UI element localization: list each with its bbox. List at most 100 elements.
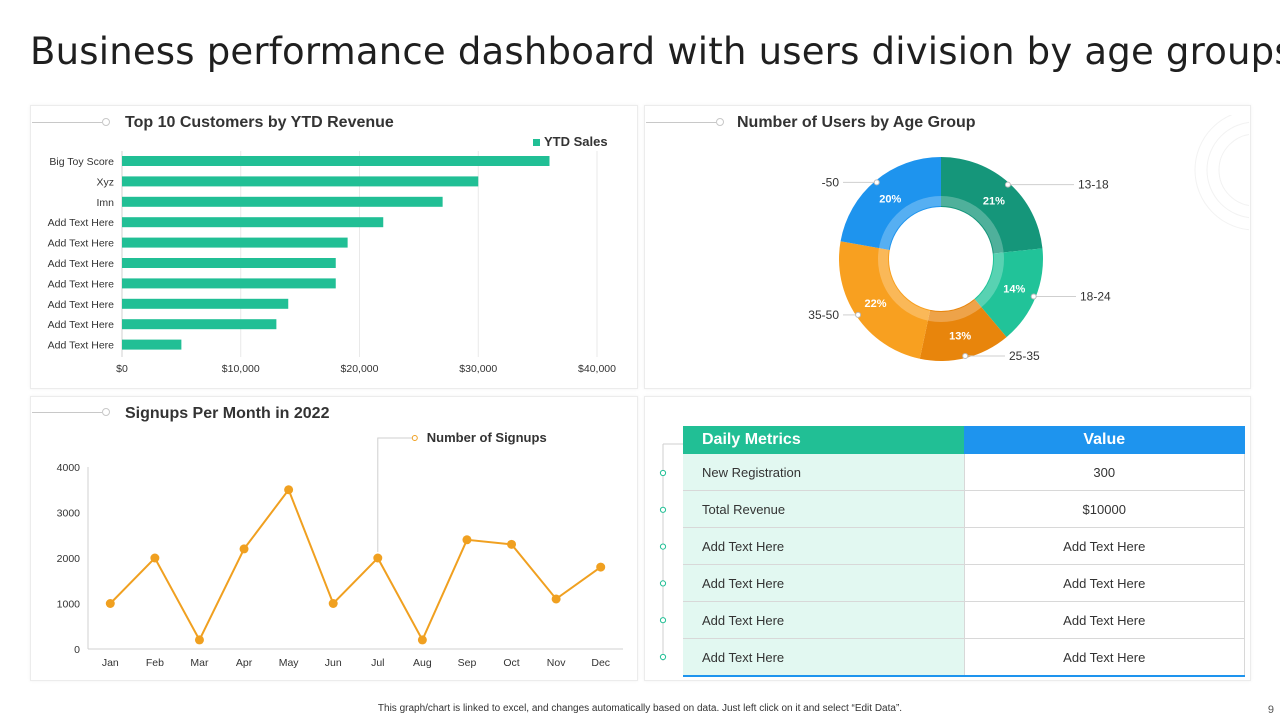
- x-tick-label: Feb: [146, 657, 164, 669]
- category-label: Add Text Here: [48, 299, 115, 311]
- table-row: Add Text Here Add Text Here: [683, 527, 1245, 565]
- table-row: Total Revenue $10000: [683, 490, 1245, 528]
- bar: [122, 196, 443, 207]
- row-marker-dot: [659, 653, 667, 661]
- slice-percent-label: 21%: [983, 195, 1005, 207]
- table-row-markers: [659, 469, 667, 661]
- page-number: 9: [1267, 704, 1274, 716]
- age-title-connector: [646, 118, 731, 128]
- age-group-label: 18-24: [1080, 289, 1111, 303]
- page-title: Business performance dashboard with user…: [30, 30, 1280, 73]
- x-tick-label: Dec: [591, 657, 610, 669]
- table-row: Add Text Here Add Text Here: [683, 601, 1245, 639]
- data-point: [373, 553, 383, 563]
- bar: [122, 176, 479, 187]
- data-point: [596, 562, 606, 572]
- bar: [122, 217, 384, 228]
- table-row: Add Text Here Add Text Here: [683, 638, 1245, 677]
- age-group-label: 13-18: [1078, 178, 1109, 192]
- age-donut-chart: 21% 13-18 14% 18-24 13% 25-35 22% 35-50 20% -50: [808, 157, 1111, 363]
- slice-percent-label: 20%: [879, 193, 901, 205]
- footnote: This graph/chart is linked to excel, and…: [377, 703, 903, 714]
- data-point: [194, 635, 204, 645]
- y-tick-label: 2000: [57, 553, 81, 565]
- age-group-label: 25-35: [1009, 349, 1040, 363]
- x-tick-label: Nov: [547, 657, 566, 669]
- table-cell-value: $10000: [963, 490, 1245, 528]
- category-label: Xyz: [96, 176, 114, 188]
- legend-callout-line: [377, 437, 413, 552]
- table-header-row: Daily Metrics Value: [683, 426, 1245, 454]
- callout-dot: [1030, 293, 1037, 300]
- table-row: Add Text Here Add Text Here: [683, 564, 1245, 602]
- callout-dot: [1004, 181, 1011, 188]
- x-tick-label: $0: [116, 363, 128, 375]
- signups-title-connector: [32, 408, 117, 418]
- donut-slice: [919, 298, 1007, 361]
- table-cell-value: 300: [963, 454, 1245, 491]
- metrics-table: Daily Metrics Value New Registration 300…: [683, 426, 1245, 677]
- x-tick-label: Jul: [371, 657, 384, 669]
- data-point: [417, 635, 427, 645]
- table-cell-value: Add Text Here: [963, 638, 1245, 677]
- category-label: Add Text Here: [48, 340, 115, 352]
- table-cell-metric: New Registration: [683, 454, 964, 491]
- table-cell-value: Add Text Here: [963, 564, 1245, 602]
- donut-slice: [941, 157, 1043, 254]
- bar: [122, 258, 336, 268]
- row-marker-dot: [659, 580, 667, 587]
- x-tick-label: $10,000: [222, 363, 260, 375]
- bar: [122, 156, 550, 166]
- row-marker-dot: [659, 617, 667, 624]
- x-tick-label: Sep: [458, 657, 477, 669]
- decorative-rings: [1194, 115, 1249, 231]
- x-tick-label: Mar: [190, 657, 209, 669]
- customers-legend-label: YTD Sales: [544, 134, 608, 149]
- signups-chart-title: Signups Per Month in 2022: [125, 405, 330, 422]
- callout-dot: [855, 311, 862, 318]
- table-cell-value: Add Text Here: [963, 601, 1245, 639]
- table-header-metrics: Daily Metrics: [683, 426, 964, 454]
- table-header-value: Value: [964, 426, 1245, 454]
- bar: [122, 237, 348, 248]
- age-chart-title: Number of Users by Age Group: [737, 114, 976, 131]
- callout-dot: [873, 179, 880, 186]
- table-connector: [662, 443, 683, 661]
- signups-panel: [30, 396, 638, 681]
- bar: [122, 319, 277, 330]
- category-label: Imn: [96, 197, 114, 209]
- category-label: Add Text Here: [48, 217, 115, 229]
- x-tick-label: Apr: [236, 657, 253, 669]
- x-tick-label: May: [279, 657, 300, 669]
- slice-percent-label: 13%: [949, 331, 971, 343]
- data-point: [551, 594, 561, 604]
- table-cell-metric: Add Text Here: [683, 564, 964, 602]
- donut-slice: [840, 157, 941, 250]
- y-tick-label: 1000: [57, 599, 81, 611]
- data-point: [150, 553, 160, 563]
- row-marker-dot: [659, 506, 667, 513]
- signups-line-chart: 0 1000 2000 3000 4000 Jan Feb Mar Apr May Jun Jul Au…: [57, 430, 623, 669]
- line-legend-label: Number of Signups: [427, 430, 547, 445]
- customers-legend: YTD Sales: [533, 134, 608, 149]
- age-group-label: 35-50: [808, 308, 839, 322]
- y-tick-label: 0: [74, 644, 80, 656]
- table-cell-metric: Total Revenue: [683, 490, 964, 528]
- customers-title-connector: [32, 118, 117, 128]
- data-point: [507, 539, 517, 549]
- customers-chart-title: Top 10 Customers by YTD Revenue: [125, 114, 394, 131]
- slice-percent-label: 14%: [1003, 284, 1025, 296]
- y-tick-label: 4000: [57, 462, 81, 474]
- x-tick-label: Oct: [503, 657, 519, 669]
- x-tick-label: $40,000: [578, 363, 616, 375]
- bar: [122, 339, 182, 350]
- legend-swatch: [533, 139, 540, 147]
- donut-slice: [839, 241, 931, 359]
- inner-ring: [878, 196, 1004, 322]
- slice-percent-label: 22%: [864, 298, 886, 310]
- customers-bar-chart: Big Toy Score Xyz Imn Add Text Here Add Text…: [48, 151, 616, 375]
- table-cell-metric: Add Text Here: [683, 601, 964, 639]
- x-tick-label: $20,000: [341, 363, 379, 375]
- table-row: New Registration 300: [683, 454, 1245, 491]
- x-tick-label: Aug: [413, 657, 432, 669]
